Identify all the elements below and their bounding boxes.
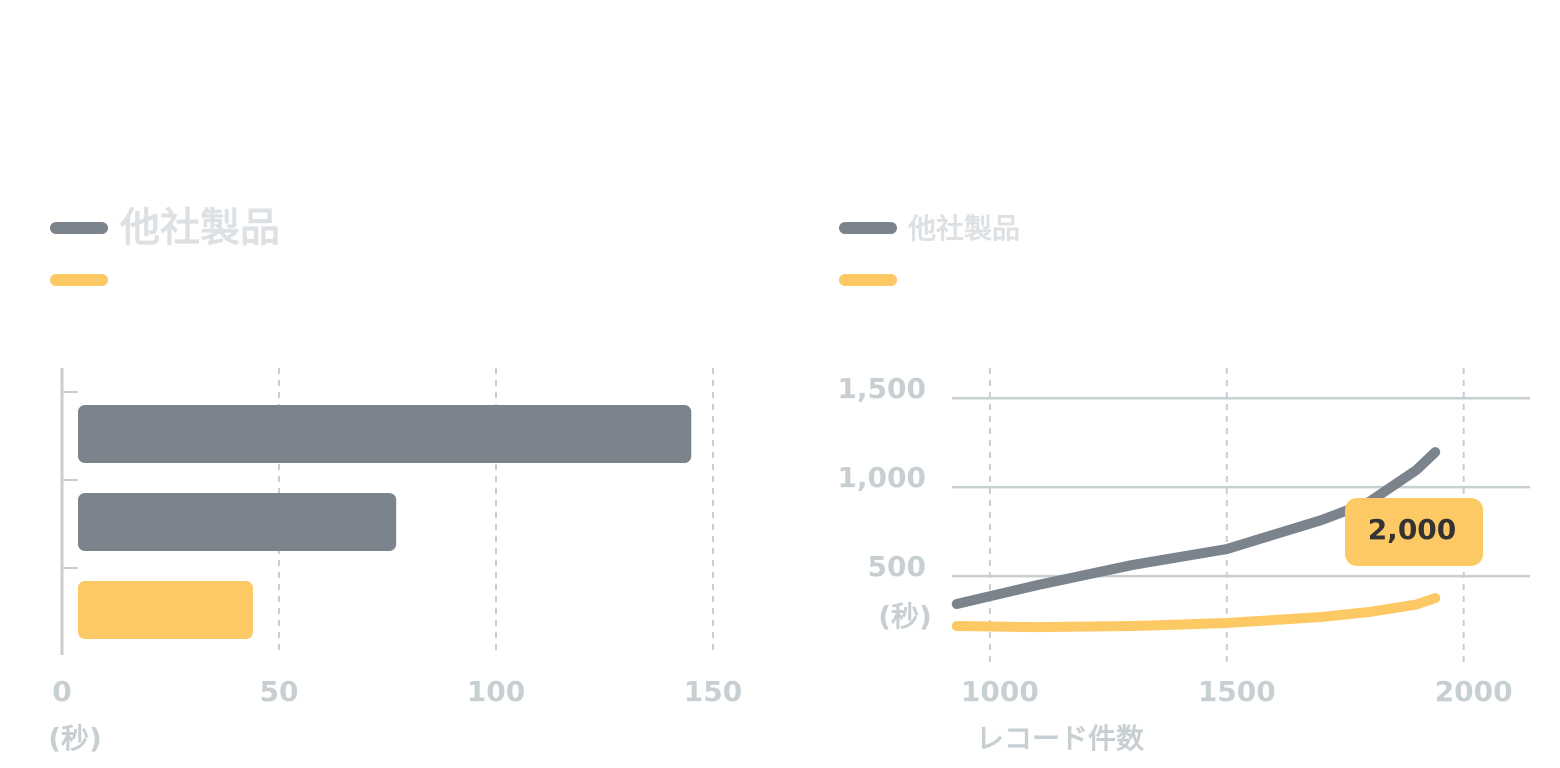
legend-label: 他社製品: [119, 205, 280, 251]
y-tick-label: 1,500: [837, 372, 926, 405]
legend-label: 他社製品: [907, 212, 1020, 245]
y-tick-label: 500: [868, 550, 926, 583]
annotation: 2,000: [1368, 513, 1457, 546]
x-tick-label: 1000: [961, 675, 1039, 708]
line: [951, 447, 1441, 609]
bar: [78, 493, 397, 551]
x-tick-label: 150: [684, 675, 742, 708]
x-tick-label: 0: [52, 675, 71, 708]
x-tick-label: 100: [467, 675, 525, 708]
x-axis-title: レコード件数: [976, 722, 1145, 755]
bar: [78, 405, 692, 463]
line: [951, 593, 1441, 633]
annotation-box: [1345, 498, 1483, 566]
x-unit: (秒): [48, 722, 102, 755]
bar: [78, 581, 253, 639]
y-tick-label: 1,000: [837, 461, 926, 494]
y-unit: (秒): [878, 600, 932, 633]
x-tick-label: 2000: [1435, 675, 1513, 708]
x-tick-label: 1500: [1198, 675, 1276, 708]
x-tick-label: 50: [260, 675, 299, 708]
